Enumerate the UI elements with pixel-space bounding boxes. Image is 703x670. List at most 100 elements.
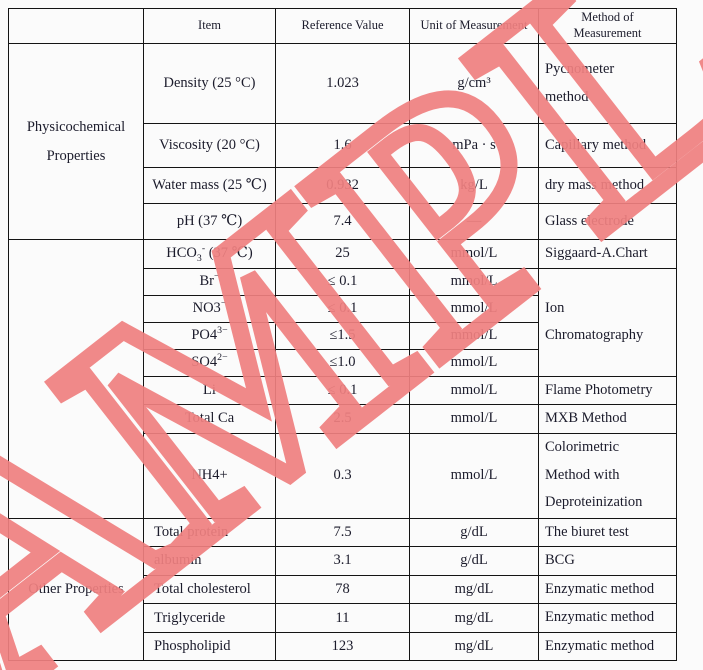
unit-bicarbonate: mmol/L [409, 239, 539, 269]
method-total-protein: The biuret test [538, 517, 677, 548]
item-ammonium: NH4+ [143, 432, 276, 519]
item-total-calcium: Total Ca [143, 404, 276, 434]
method-ion-chromatography: Ion Chromatography [538, 267, 677, 377]
item-total-protein: Total protein [143, 517, 276, 548]
reference-value-table: Item Reference Value Unit of Measurement… [8, 8, 677, 662]
table-row: Viscosity (20 °C) 1.6 mPa · s Capillary … [9, 123, 677, 168]
unit-water-mass: kg/L [409, 167, 539, 204]
value-viscosity: 1.6 [275, 123, 410, 168]
value-phospholipid: 123 [275, 631, 410, 662]
group-label-other-properties: Other Properties [8, 517, 144, 662]
header-cell-unit: Unit of Measurement [409, 8, 539, 44]
unit-triglyceride: mg/dL [409, 603, 539, 633]
method-line2: Method with [545, 466, 620, 483]
unit-phosphate: mmol/L [409, 321, 539, 350]
item-phosphate: PO43− [143, 321, 276, 350]
method-viscosity: Capillary method [538, 123, 677, 168]
table-row: Phospholipid 123 mg/dL Enzymatic method [9, 631, 677, 662]
table-row: pH (37 ℃) 7.4 — Glass electrode [9, 203, 677, 240]
table-row: Physicochemical Properties Density (25 °… [8, 43, 677, 240]
value-ph: 7.4 [275, 203, 410, 240]
value-water-mass: 0.932 [275, 167, 410, 204]
unit-bromide: mmol/L [409, 267, 539, 296]
unit-ph: — [409, 203, 539, 240]
method-total-calcium: MXB Method [538, 404, 677, 434]
table-row: Other Properties Total protein 7.5 g/dL … [8, 517, 677, 662]
method-lithium: Flame Photometry [538, 375, 677, 406]
item-water-mass: Water mass (25 ℃) [143, 167, 276, 204]
group-label-physicochemical: Physicochemical Properties [8, 43, 144, 240]
method-ph: Glass electrode [538, 203, 677, 240]
method-density: Pycnometer method [538, 43, 677, 124]
item-total-cholesterol: Total cholesterol [143, 574, 276, 605]
header-cell-reference-value: Reference Value [275, 8, 410, 44]
value-nitrate: ≤ 0.1 [275, 294, 410, 323]
unit-lithium: mmol/L [409, 375, 539, 406]
value-total-cholesterol: 78 [275, 574, 410, 605]
unit-density: g/cm³ [409, 43, 539, 124]
value-sulfate: ≤1.0 [275, 348, 410, 377]
table-row: Li ≤ 0.1 mmol/L Flame Photometry [9, 375, 677, 406]
unit-viscosity: mPa · s [409, 123, 539, 168]
value-bicarbonate: 25 [275, 239, 410, 269]
item-triglyceride: Triglyceride [143, 603, 276, 633]
table-row: NO3− ≤ 0.1 mmol/L [9, 294, 677, 323]
item-bicarbonate: HCO3- (37 ℃) [143, 239, 276, 269]
header-cell-item: Item [143, 8, 276, 44]
method-line1: Pycnometer [545, 60, 615, 77]
value-bromide: ≤ 0.1 [275, 267, 410, 296]
method-line2: Chromatography [545, 327, 644, 344]
item-phospholipid: Phospholipid [143, 631, 276, 662]
header-method-line1: Method of [581, 10, 634, 25]
table-row: HCO3- (37 ℃) 25 mmol/L Siggaard-A.Chart [8, 239, 677, 519]
item-albumin: albumin [143, 546, 276, 576]
group-label-line2: Properties [46, 147, 106, 164]
item-density: Density (25 °C) [143, 43, 276, 124]
method-ammonium: Colorimetric Method with Deproteinizatio… [538, 432, 677, 519]
method-water-mass: dry mass method [538, 167, 677, 204]
method-line1: Colorimetric [545, 439, 620, 456]
item-viscosity: Viscosity (20 °C) [143, 123, 276, 168]
value-ammonium: 0.3 [275, 432, 410, 519]
value-albumin: 3.1 [275, 546, 410, 576]
group-label-line1: Physicochemical [26, 119, 126, 136]
table-row: SO42− ≤1.0 mmol/L [9, 348, 677, 377]
method-bicarbonate: Siggaard-A.Chart [538, 239, 677, 269]
group-label-ions [8, 239, 144, 519]
method-triglyceride: Enzymatic method [538, 603, 677, 633]
value-density: 1.023 [275, 43, 410, 124]
unit-total-protein: g/dL [409, 517, 539, 548]
item-sulfate: SO42− [143, 348, 276, 377]
table-row: Water mass (25 ℃) 0.932 kg/L dry mass me… [9, 167, 677, 204]
method-albumin: BCG [538, 546, 677, 576]
table-header-row: Item Reference Value Unit of Measurement… [8, 8, 677, 44]
table-row: Br− ≤ 0.1 mmol/L Ion Chromatography [9, 267, 677, 377]
unit-albumin: g/dL [409, 546, 539, 576]
header-cell-method: Method of Measurement [538, 8, 677, 44]
value-phosphate: ≤1.5 [275, 321, 410, 350]
method-line2: method [545, 88, 589, 105]
reference-value-table-container: Item Reference Value Unit of Measurement… [8, 8, 677, 662]
unit-phospholipid: mg/dL [409, 631, 539, 662]
item-lithium: Li [143, 375, 276, 406]
method-total-cholesterol: Enzymatic method [538, 574, 677, 605]
method-line3: Deproteinization [545, 494, 643, 511]
table-row: NH4+ 0.3 mmol/L Colorimetric Method with… [9, 432, 677, 519]
table-row: albumin 3.1 g/dL BCG [9, 546, 677, 576]
value-triglyceride: 11 [275, 603, 410, 633]
value-lithium: ≤ 0.1 [275, 375, 410, 406]
table-row: Triglyceride 11 mg/dL Enzymatic method [9, 603, 677, 633]
header-cell-group [8, 8, 144, 44]
unit-nitrate: mmol/L [409, 294, 539, 323]
method-line1: Ion [545, 299, 565, 316]
unit-sulfate: mmol/L [409, 348, 539, 377]
unit-total-calcium: mmol/L [409, 404, 539, 434]
method-phospholipid: Enzymatic method [538, 631, 677, 662]
item-nitrate: NO3− [143, 294, 276, 323]
value-total-calcium: 2.5 [275, 404, 410, 434]
unit-ammonium: mmol/L [409, 432, 539, 519]
unit-total-cholesterol: mg/dL [409, 574, 539, 605]
header-method-line2: Measurement [573, 26, 642, 40]
value-total-protein: 7.5 [275, 517, 410, 548]
